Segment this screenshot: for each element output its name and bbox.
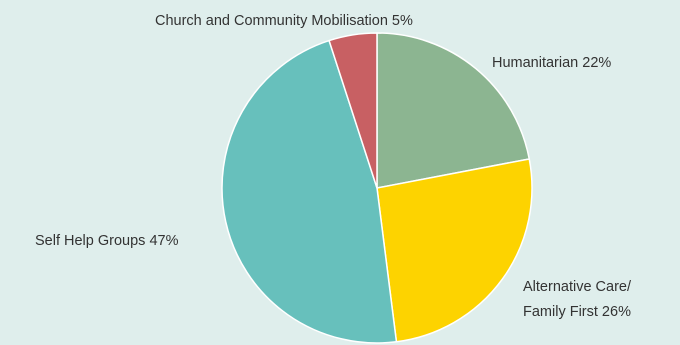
pie-slices [221,32,533,344]
slice-church-community [328,32,378,189]
label-alternative-care-line2: Family First 26% [523,304,631,320]
label-self-help-groups: Self Help Groups 47% [35,233,179,249]
slice-humanitarian [376,32,530,189]
slice-self-help-groups [221,39,398,344]
slice-alternative-care [376,158,533,343]
label-alternative-care-line1: Alternative Care/ [523,279,632,295]
label-humanitarian: Humanitarian 22% [492,55,611,71]
label-church-community: Church and Community Mobilisation 5% [155,13,413,29]
pie-labels: Humanitarian 22% Alternative Care/ Famil… [35,13,632,320]
